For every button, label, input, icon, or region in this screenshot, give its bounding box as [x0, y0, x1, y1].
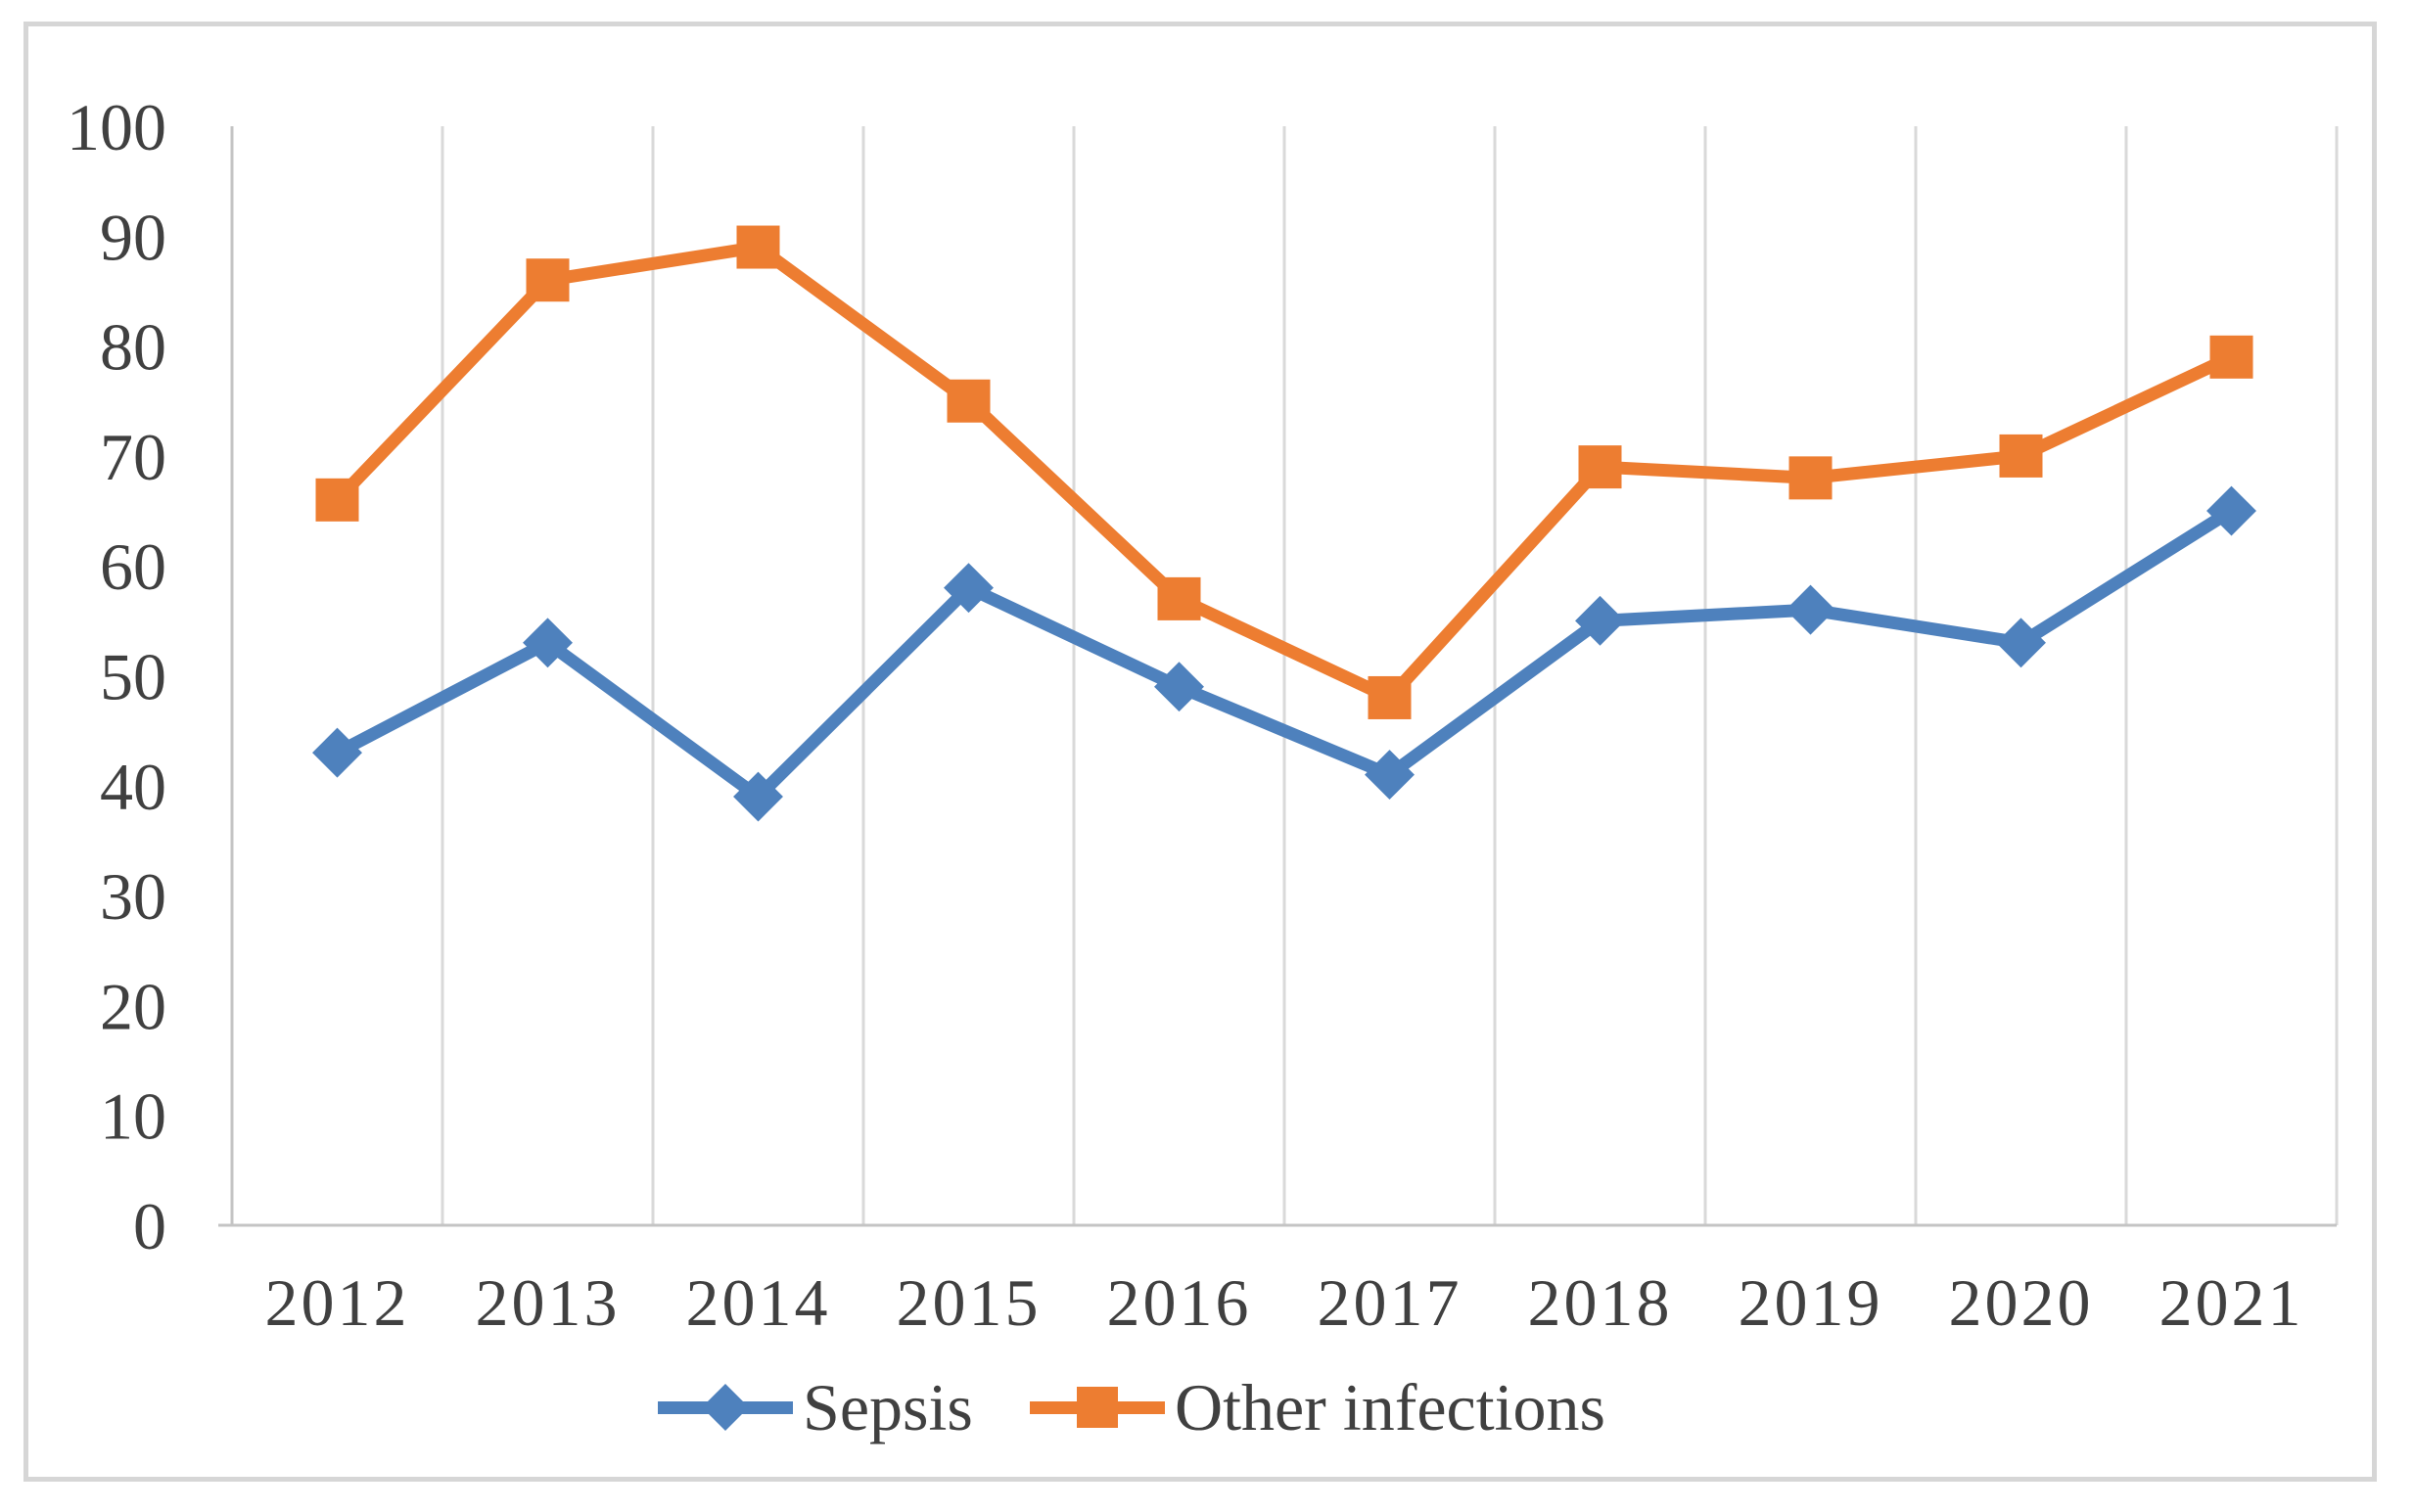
- series-line-sepsis: [331, 504, 2238, 803]
- x-tick-label: 2014: [686, 1265, 831, 1340]
- data-point-diamond-sepsis: [944, 563, 994, 614]
- x-tick-label: 2015: [897, 1265, 1042, 1340]
- x-tick-label: 2013: [476, 1265, 621, 1340]
- legend-label-other-infections: Other infections: [1175, 1369, 1605, 1444]
- data-point-diamond-sepsis: [1365, 750, 1415, 801]
- legend-item-other-infections: Other infections: [1030, 1362, 1605, 1452]
- data-point-diamond-sepsis: [312, 727, 362, 778]
- data-point-diamond-sepsis: [1154, 662, 1204, 712]
- x-tick-label: 2016: [1107, 1265, 1252, 1340]
- y-tick-label: 90: [100, 200, 166, 274]
- x-tick-label: 2020: [1949, 1265, 2094, 1340]
- sepsis-diamond-icon: [701, 1383, 750, 1432]
- data-point-diamond-sepsis: [1786, 584, 1835, 635]
- data-point-square-other-infections: [1578, 445, 1622, 489]
- other-infections-square-icon: [1077, 1387, 1118, 1428]
- sepsis-legend-marker-icon: [658, 1362, 793, 1452]
- data-point-square-other-infections: [1999, 434, 2043, 478]
- data-point-square-other-infections: [1157, 576, 1201, 620]
- data-point-square-other-infections: [2209, 335, 2253, 379]
- y-tick-label: 100: [67, 90, 166, 164]
- x-tick-label: 2021: [2159, 1265, 2304, 1340]
- data-point-square-other-infections: [526, 258, 570, 302]
- data-point-diamond-sepsis: [733, 771, 783, 822]
- data-point-diamond-sepsis: [1575, 595, 1625, 646]
- x-tick-label: 2012: [265, 1265, 410, 1340]
- legend: Sepsis Other infections: [0, 1362, 2414, 1452]
- y-tick-label: 10: [100, 1079, 166, 1154]
- x-tick-label: 2018: [1528, 1265, 1673, 1340]
- y-tick-label: 50: [100, 640, 166, 714]
- series-line-other-infections: [331, 241, 2238, 705]
- legend-item-sepsis: Sepsis: [658, 1362, 973, 1452]
- y-tick-label: 20: [100, 969, 166, 1043]
- legend-label-sepsis: Sepsis: [803, 1369, 973, 1444]
- other-infections-legend-marker-icon: [1030, 1362, 1165, 1452]
- y-tick-label: 40: [100, 750, 166, 824]
- data-point-square-other-infections: [947, 379, 991, 423]
- data-point-square-other-infections: [315, 478, 359, 522]
- y-tick-label: 80: [100, 310, 166, 385]
- y-tick-label: 30: [100, 859, 166, 934]
- x-tick-label: 2017: [1318, 1265, 1462, 1340]
- x-tick-label: 2019: [1739, 1265, 1883, 1340]
- y-tick-label: 0: [133, 1189, 166, 1263]
- data-point-square-other-infections: [736, 225, 780, 269]
- y-tick-label: 70: [100, 420, 166, 494]
- data-point-square-other-infections: [1788, 456, 1833, 500]
- data-point-square-other-infections: [1368, 675, 1412, 719]
- data-point-diamond-sepsis: [523, 618, 573, 668]
- figure-border: [23, 22, 2377, 1482]
- y-tick-label: 60: [100, 529, 166, 604]
